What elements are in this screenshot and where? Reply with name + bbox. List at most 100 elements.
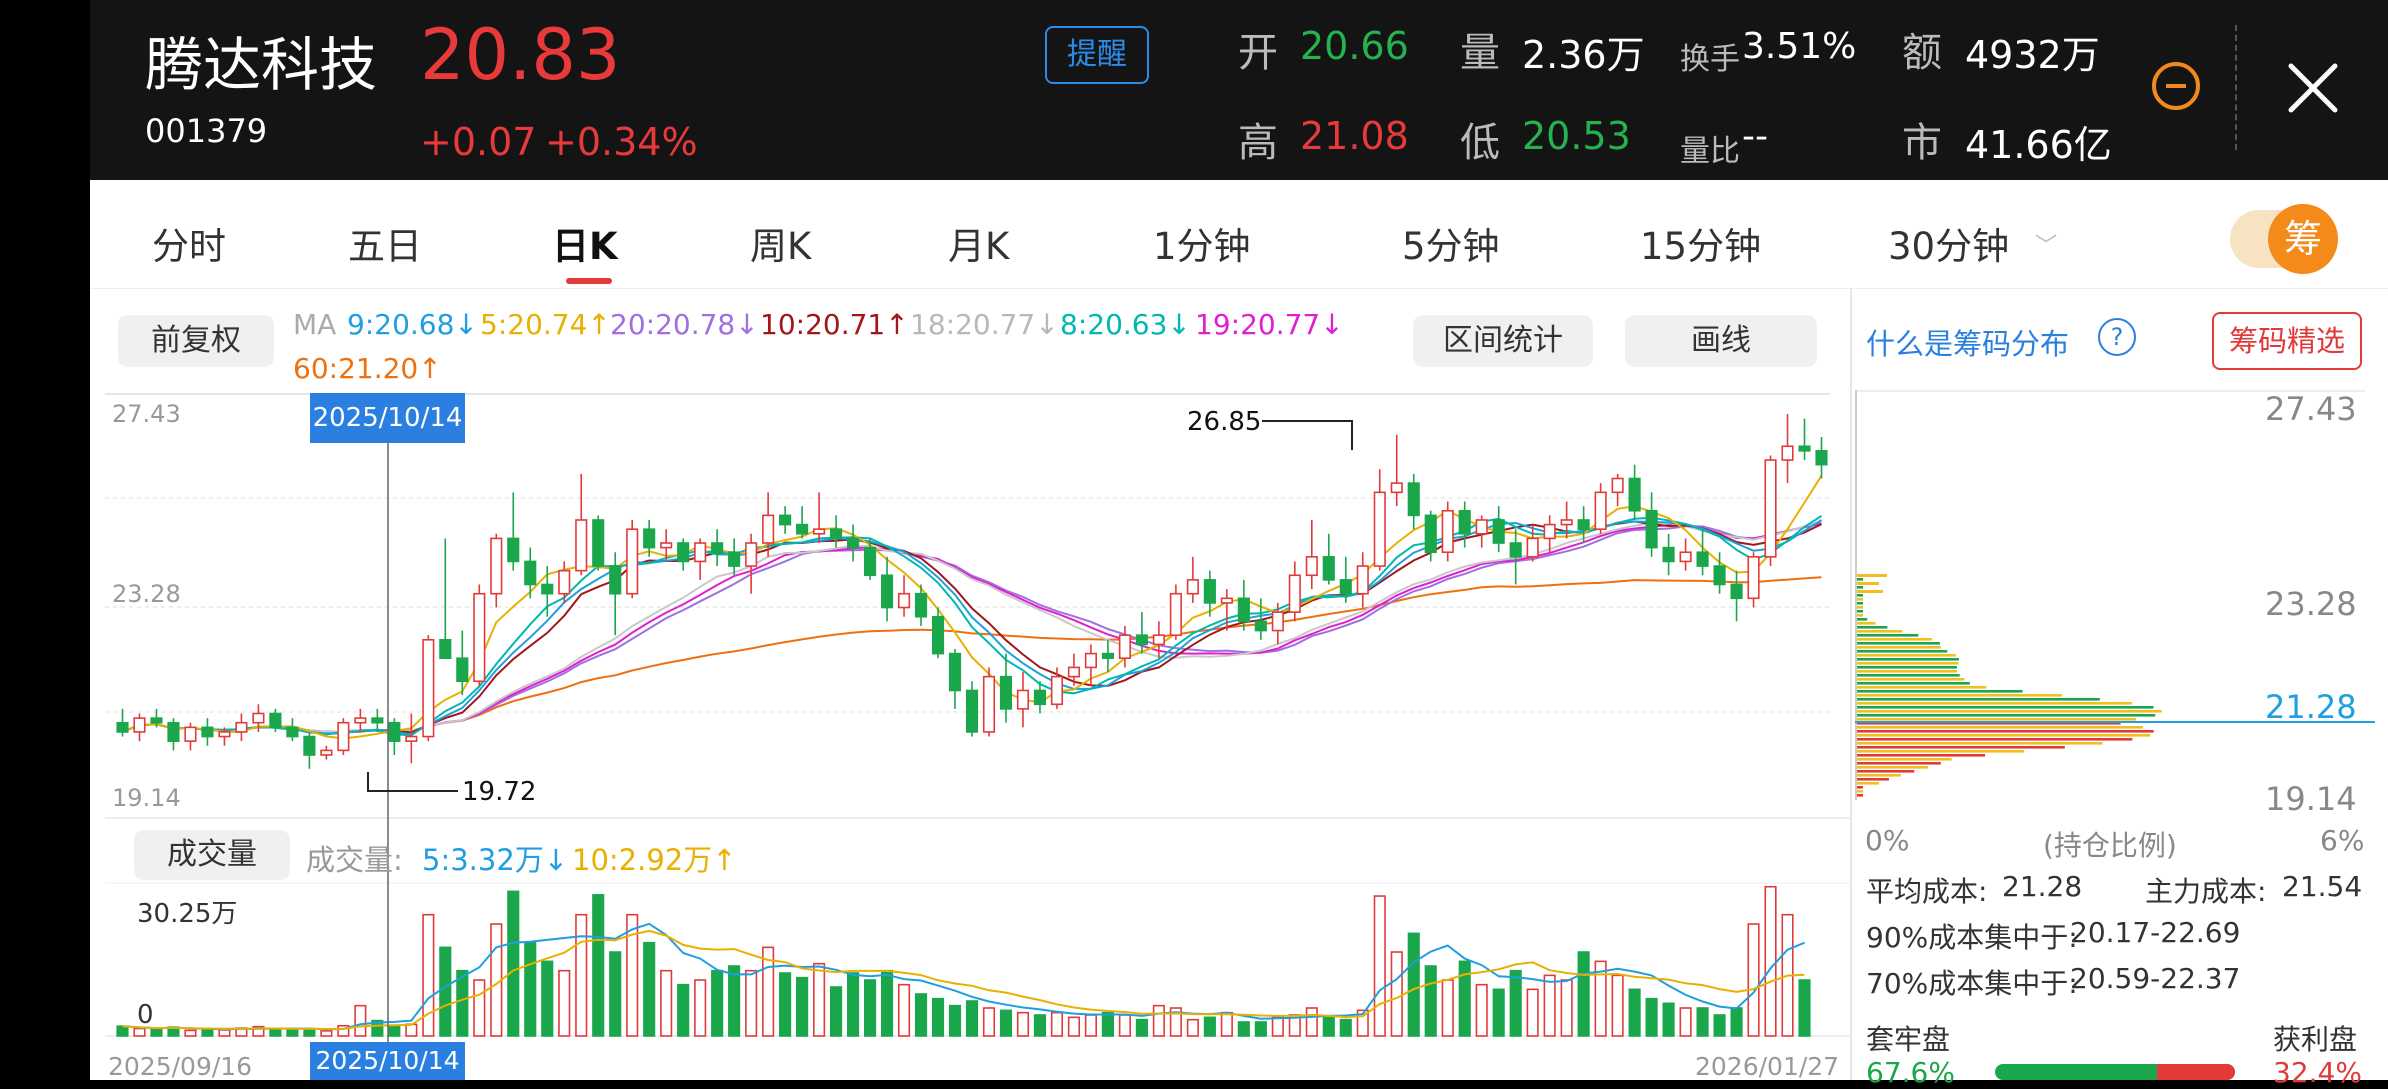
chip-panel-divider — [1850, 288, 1852, 1080]
volume-ma10-line — [122, 929, 1805, 1031]
candle — [1611, 477, 1624, 494]
close-button[interactable] — [2285, 60, 2341, 116]
chip-bar — [1857, 614, 1863, 617]
volume-bar — [1135, 1018, 1148, 1037]
low-value: 20.53 — [1522, 114, 1631, 158]
chip-pct-mid: (持仓比例) — [2043, 829, 2177, 862]
ma19-value: 19:20.77↓ — [1195, 308, 1344, 341]
volume-bar — [1118, 1014, 1131, 1037]
volume-bar — [1679, 1007, 1692, 1037]
chip-bar — [1857, 682, 1970, 685]
tab-1min[interactable]: 1分钟 — [1153, 225, 1251, 268]
tab-intraday[interactable]: 分时 — [152, 225, 226, 268]
chip-help-link[interactable]: 什么是筹码分布 — [1866, 327, 2070, 361]
candlestick-chart[interactable] — [90, 180, 1850, 1080]
volume-bar — [1441, 979, 1454, 1037]
chip-bar — [1857, 770, 1915, 773]
profit-ratio-fill — [2157, 1064, 2235, 1080]
chip-pct-left: 0% — [1865, 824, 1910, 857]
turnover-value: 3.51% — [1742, 26, 1857, 67]
tab-5min[interactable]: 5分钟 — [1402, 225, 1500, 268]
candle — [1288, 574, 1301, 613]
main-cost-value: 21.54 — [2282, 870, 2363, 903]
range-stats-button[interactable]: 区间统计 — [1413, 315, 1593, 367]
tab-monthly-k[interactable]: 月K — [948, 225, 1010, 268]
candle — [541, 583, 554, 595]
candle — [456, 657, 469, 683]
candle — [813, 528, 826, 535]
tab-weekly-k[interactable]: 周K — [750, 225, 812, 268]
chip-bar — [1857, 674, 1960, 677]
minus-icon — [2166, 84, 2186, 88]
open-label: 开 — [1238, 30, 1278, 76]
chip-bar — [1857, 658, 1959, 661]
candle — [965, 689, 979, 733]
chip-bar — [1857, 762, 1941, 765]
chip-select-button[interactable]: 筹码精选 — [2212, 312, 2362, 370]
candle — [1016, 689, 1030, 710]
candle — [847, 537, 860, 549]
candle — [1220, 597, 1233, 604]
candle — [371, 717, 384, 724]
alert-button[interactable]: 提醒 — [1045, 26, 1149, 84]
chip-bar — [1857, 718, 2136, 721]
chevron-down-icon[interactable]: ﹀ — [2035, 234, 2058, 259]
volume-bars — [116, 885, 1811, 1037]
volume-bar — [218, 1029, 231, 1037]
volume-bar — [507, 890, 520, 1037]
candle — [558, 569, 571, 595]
tab-30min[interactable]: 30分钟 — [1888, 225, 2010, 268]
chip-bar — [1857, 746, 2065, 749]
volume-bar — [150, 1028, 163, 1037]
volume-bar — [1101, 1011, 1114, 1037]
volume-indicator-button[interactable]: 成交量 — [134, 830, 290, 880]
candle — [422, 638, 435, 738]
draw-line-button[interactable]: 画线 — [1625, 315, 1817, 367]
volume-bar — [1764, 885, 1777, 1037]
amount-label: 额 — [1902, 30, 1942, 76]
candle — [1747, 556, 1760, 600]
candle — [388, 721, 401, 742]
volume-bar — [1016, 1011, 1030, 1037]
tab-daily-k[interactable]: 日K — [552, 225, 618, 268]
tab-five-day[interactable]: 五日 — [348, 225, 422, 268]
volume-bar — [1373, 895, 1386, 1037]
chip-bar — [1857, 754, 1986, 757]
chip-bar — [1857, 774, 1901, 777]
chip-axis-current: 21.28 — [2265, 688, 2357, 726]
volume-bar — [914, 993, 928, 1037]
candle — [1271, 611, 1284, 632]
candle — [609, 565, 622, 595]
volume-bar — [745, 969, 758, 1037]
candle — [1730, 583, 1743, 600]
volume-bar — [116, 1025, 129, 1037]
candle — [1050, 675, 1064, 706]
volume-bar — [286, 1028, 299, 1037]
ma-prefix: MA — [293, 308, 337, 341]
date-crosshair: 2025/10/14 — [310, 1042, 465, 1080]
ma9-line — [122, 519, 1823, 736]
remove-favorite-button[interactable] — [2152, 62, 2200, 110]
adjust-button[interactable]: 前复权 — [118, 315, 274, 367]
tab-15min[interactable]: 15分钟 — [1640, 225, 1762, 268]
volume-bar — [677, 983, 690, 1037]
volume-bar — [982, 1007, 996, 1037]
candle — [473, 592, 486, 683]
chip-toggle[interactable]: 筹 — [2230, 204, 2338, 274]
candle — [1101, 652, 1114, 660]
high-annotation: 26.85 — [1187, 407, 1262, 437]
quote-header: 腾达科技 001379 20.83 +0.07 +0.34% 提醒 开 20.6… — [90, 0, 2388, 180]
candle — [1645, 509, 1658, 549]
candle — [1475, 519, 1488, 535]
date-end: 2026/01/27 — [1695, 1052, 1840, 1081]
volume-bar — [796, 976, 809, 1037]
cost90-value: 20.17-22.69 — [2070, 916, 2241, 949]
volume-bar — [1237, 1021, 1250, 1037]
candle — [1815, 450, 1828, 466]
candle — [914, 592, 928, 618]
volume-bar — [643, 941, 656, 1037]
help-icon[interactable]: ? — [2098, 318, 2136, 356]
trapped-label: 套牢盘 — [1866, 1023, 1951, 1056]
volume-bar — [133, 1027, 146, 1037]
volume-bar — [388, 1025, 401, 1037]
